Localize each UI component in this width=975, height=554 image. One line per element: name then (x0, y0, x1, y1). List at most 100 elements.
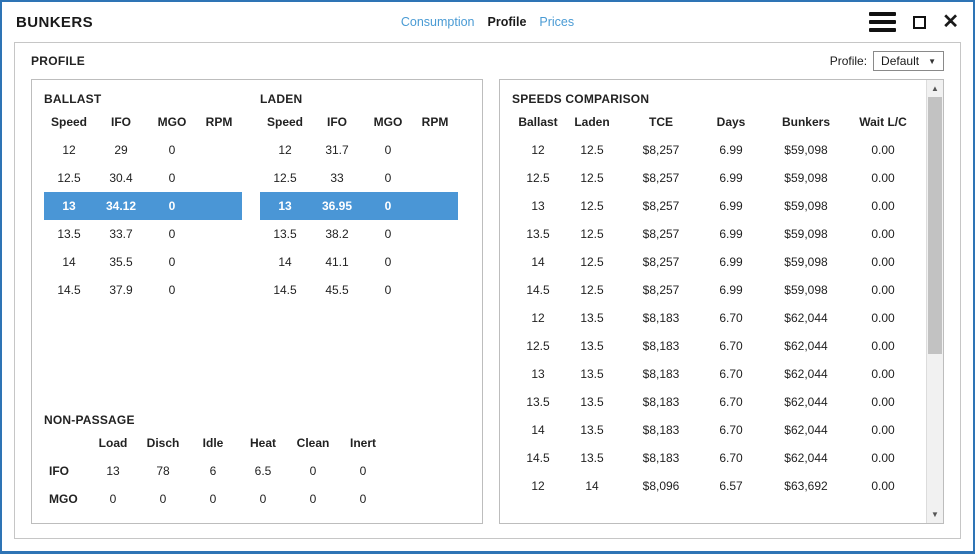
table-row[interactable]: 12 13.5 $8,183 6.70 $62,044 0.00 (512, 304, 914, 332)
table-cell: 12 (531, 311, 545, 325)
table-cell (412, 276, 458, 304)
tab-bar: Consumption Profile Prices (2, 2, 973, 42)
table-cell: 6.99 (719, 283, 743, 297)
table-row[interactable]: 14.5 37.9 0 (44, 276, 242, 304)
table-row[interactable]: IFO 13 78 6 6.5 0 0 (44, 457, 388, 485)
table-row[interactable]: 13 34.12 0 (44, 192, 242, 220)
table-row[interactable]: 12.5 12.5 $8,257 6.99 $59,098 0.00 (512, 164, 914, 192)
table-row[interactable]: 13 36.95 0 (260, 192, 458, 220)
column-header: Laden (574, 115, 610, 129)
profile-section-header: PROFILE Profile: Default ▼ (31, 51, 944, 71)
table-cell: 12 (531, 479, 545, 493)
table-cell (412, 220, 458, 248)
table-row[interactable]: 14 13.5 $8,183 6.70 $62,044 0.00 (512, 416, 914, 444)
scroll-up-icon[interactable]: ▲ (931, 84, 939, 93)
table-row[interactable]: 12 14 $8,096 6.57 $63,692 0.00 (512, 472, 914, 500)
table-cell: 0 (359, 464, 367, 478)
table-cell: 6.70 (719, 311, 743, 325)
table-cell: $8,183 (642, 423, 680, 437)
non-passage-section: NON-PASSAGE Load Disch Idle Heat Clean (44, 409, 470, 513)
table-cell: 0 (168, 283, 176, 297)
table-cell: $8,257 (642, 143, 680, 157)
table-cell: 13.5 (57, 227, 81, 241)
table-cell: $8,183 (642, 395, 680, 409)
table-cell: 0 (209, 492, 217, 506)
table-cell: 12 (62, 143, 76, 157)
maximize-icon[interactable] (910, 13, 928, 31)
table-cell: 12.5 (580, 171, 604, 185)
window-title: BUNKERS (16, 13, 93, 31)
table-row[interactable]: 12.5 30.4 0 (44, 164, 242, 192)
table-row[interactable]: 13.5 38.2 0 (260, 220, 458, 248)
column-header: RPM (421, 115, 449, 129)
table-cell (196, 192, 242, 220)
table-cell: 34.12 (94, 192, 148, 220)
table-cell: $59,098 (784, 171, 828, 185)
table-cell: $62,044 (784, 395, 828, 409)
table-cell: $59,098 (784, 199, 828, 213)
table-cell: 13.5 (580, 311, 604, 325)
table-cell: 0 (359, 492, 367, 506)
header-row: Ballast Laden TCE Days Bunkers Wait L/C (512, 108, 914, 136)
table-cell: 0.00 (871, 255, 895, 269)
table-row[interactable]: 12 31.7 0 (260, 136, 458, 164)
ballast-table: Speed IFO MGO RPM 12 29 0 12.5 30.4 0 13 34.12 0… (44, 108, 242, 304)
ballast-section: BALLAST Speed IFO MGO RPM (44, 88, 242, 304)
column-header: MGO (157, 115, 187, 129)
table-cell: $8,257 (642, 227, 680, 241)
profile-select-row: Profile: Default ▼ (830, 51, 944, 71)
table-cell: $8,257 (642, 283, 680, 297)
table-cell: 0.00 (871, 283, 895, 297)
speeds-comparison-panel: SPEEDS COMPARISON Ballast Laden TCE Days… (499, 79, 944, 524)
table-row[interactable]: 12.5 13.5 $8,183 6.70 $62,044 0.00 (512, 332, 914, 360)
column-header: TCE (649, 115, 673, 129)
table-row[interactable]: 14 35.5 0 (44, 248, 242, 276)
scrollbar-thumb[interactable] (928, 97, 942, 354)
tab-consumption[interactable]: Consumption (400, 15, 475, 29)
table-row[interactable]: 12 12.5 $8,257 6.99 $59,098 0.00 (512, 136, 914, 164)
table-cell: 13.5 (580, 423, 604, 437)
table-cell: 0 (259, 492, 267, 506)
table-cell: 35.5 (109, 255, 133, 269)
dropdown-arrow-icon: ▼ (928, 56, 936, 66)
table-cell: 0.00 (871, 423, 895, 437)
table-row[interactable]: 14.5 13.5 $8,183 6.70 $62,044 0.00 (512, 444, 914, 472)
table-cell: 13 (106, 464, 120, 478)
table-cell: $59,098 (784, 255, 828, 269)
table-row[interactable]: MGO 0 0 0 0 0 0 (44, 485, 388, 513)
table-row[interactable]: 14 12.5 $8,257 6.99 $59,098 0.00 (512, 248, 914, 276)
tab-prices[interactable]: Prices (539, 15, 575, 29)
table-cell: 0.00 (871, 227, 895, 241)
profile-label: Profile: (829, 54, 868, 68)
close-icon[interactable]: ✕ (942, 11, 959, 33)
table-row[interactable]: 14 41.1 0 (260, 248, 458, 276)
table-cell: 78 (156, 464, 170, 478)
table-cell: 6.70 (719, 339, 743, 353)
scrollbar-track[interactable]: ▲ ▼ (926, 80, 943, 523)
menu-icon[interactable] (869, 12, 897, 32)
table-cell: 33.7 (109, 227, 133, 241)
table-row[interactable]: 12 29 0 (44, 136, 242, 164)
table-row[interactable]: 12.5 33 0 (260, 164, 458, 192)
table-row[interactable]: 13.5 33.7 0 (44, 220, 242, 248)
table-cell: 0.00 (871, 479, 895, 493)
table-row[interactable]: 14.5 12.5 $8,257 6.99 $59,098 0.00 (512, 276, 914, 304)
table-cell: $59,098 (784, 143, 828, 157)
table-row[interactable]: 13 12.5 $8,257 6.99 $59,098 0.00 (512, 192, 914, 220)
table-row[interactable]: 13 13.5 $8,183 6.70 $62,044 0.00 (512, 360, 914, 388)
table-row[interactable]: 13.5 12.5 $8,257 6.99 $59,098 0.00 (512, 220, 914, 248)
table-cell: 6.99 (719, 227, 743, 241)
table-cell: 13.5 (580, 451, 604, 465)
table-cell: 0.00 (871, 143, 895, 157)
speed-tables: BALLAST Speed IFO MGO RPM (44, 88, 470, 304)
table-cell: 14.5 (273, 283, 297, 297)
profile-select[interactable]: Default ▼ (873, 51, 944, 71)
table-cell: MGO (49, 492, 78, 506)
table-row[interactable]: 14.5 45.5 0 (260, 276, 458, 304)
scroll-down-icon[interactable]: ▼ (931, 510, 939, 519)
table-cell: 33 (330, 171, 344, 185)
table-cell: 6.57 (719, 479, 743, 493)
table-row[interactable]: 13.5 13.5 $8,183 6.70 $62,044 0.00 (512, 388, 914, 416)
table-cell: $62,044 (784, 367, 828, 381)
tab-profile[interactable]: Profile (487, 15, 527, 29)
